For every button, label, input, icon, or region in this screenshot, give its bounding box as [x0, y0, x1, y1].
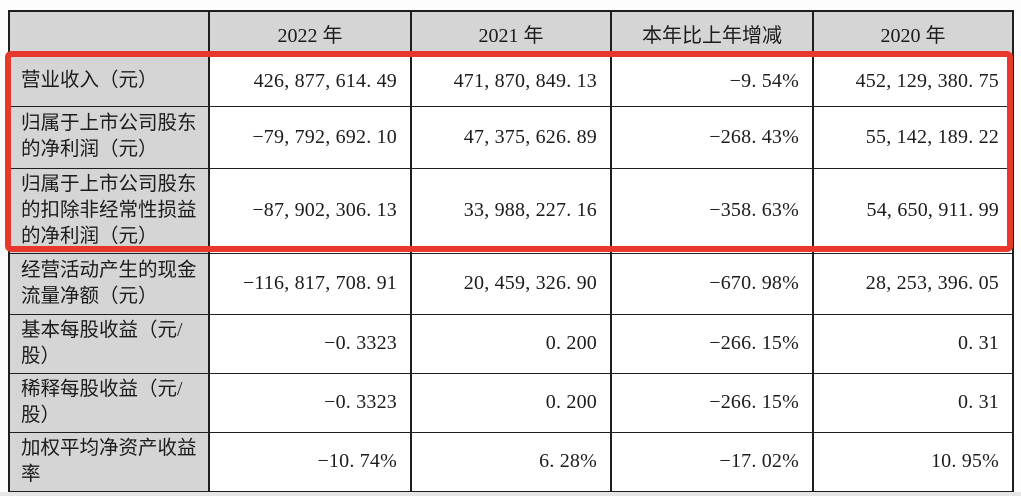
- column-header-yoy-change: 本年比上年增减: [610, 10, 814, 57]
- value-cell: 10. 95%: [812, 431, 1014, 492]
- value-cell: −670. 98%: [610, 252, 814, 315]
- value-cell: 20, 459, 326. 90: [410, 252, 612, 315]
- value-cell: −266. 15%: [610, 372, 814, 433]
- value-cell: −79, 792, 692. 10: [208, 105, 412, 169]
- table-row-operating-cash-flow: 经营活动产生的现金流量净额（元） −116, 817, 708. 91 20, …: [8, 252, 1014, 315]
- value-cell: 28, 253, 396. 05: [812, 252, 1014, 315]
- value-cell: 426, 877, 614. 49: [208, 55, 412, 107]
- column-header-blank: [8, 10, 210, 57]
- financial-summary-table: 2022 年 2021 年 本年比上年增减 2020 年 营业收入（元） 426…: [8, 10, 1014, 496]
- table-row-revenue: 营业收入（元） 426, 877, 614. 49 471, 870, 849.…: [8, 55, 1014, 107]
- value-cell: −17. 02%: [610, 431, 814, 492]
- table-row-basic-eps: 基本每股收益（元/股） −0. 3323 0. 200 −266. 15% 0.…: [8, 313, 1014, 374]
- row-label-cell: 稀释每股收益（元/股）: [8, 372, 210, 433]
- column-header-2020: 2020 年: [812, 10, 1014, 57]
- value-cell: −87, 902, 306. 13: [208, 167, 412, 254]
- row-label-cell: 归属于上市公司股东的扣除非经常性损益的净利润（元）: [8, 167, 210, 254]
- table-row-diluted-eps: 稀释每股收益（元/股） −0. 3323 0. 200 −266. 15% 0.…: [8, 372, 1014, 433]
- value-cell: 471, 870, 849. 13: [410, 55, 612, 107]
- value-cell: 0. 200: [410, 372, 612, 433]
- value-cell: 55, 142, 189. 22: [812, 105, 1014, 169]
- row-label-cell: 加权平均净资产收益率: [8, 431, 210, 492]
- value-cell: 33, 988, 227. 16: [410, 167, 612, 254]
- header-row: 2022 年 2021 年 本年比上年增减 2020 年: [8, 10, 1014, 57]
- value-cell: 47, 375, 626. 89: [410, 105, 612, 169]
- value-cell: −10. 74%: [208, 431, 412, 492]
- value-cell: −266. 15%: [610, 313, 814, 374]
- value-cell: −268. 43%: [610, 105, 814, 169]
- value-cell: 6. 28%: [410, 431, 612, 492]
- value-cell: −0. 3323: [208, 372, 412, 433]
- page-bottom-edge: [0, 492, 1021, 496]
- table-row-net-profit-excl-nonrecurring: 归属于上市公司股东的扣除非经常性损益的净利润（元） −87, 902, 306.…: [8, 167, 1014, 254]
- value-cell: 0. 200: [410, 313, 612, 374]
- value-cell: 0. 31: [812, 313, 1014, 374]
- value-cell: −0. 3323: [208, 313, 412, 374]
- value-cell: −116, 817, 708. 91: [208, 252, 412, 315]
- row-label-cell: 归属于上市公司股东的净利润（元）: [8, 105, 210, 169]
- column-header-2022: 2022 年: [208, 10, 412, 57]
- value-cell: 0. 31: [812, 372, 1014, 433]
- value-cell: 54, 650, 911. 99: [812, 167, 1014, 254]
- row-label-cell: 经营活动产生的现金流量净额（元）: [8, 252, 210, 315]
- value-cell: 452, 129, 380. 75: [812, 55, 1014, 107]
- value-cell: −358. 63%: [610, 167, 814, 254]
- table-row-net-profit: 归属于上市公司股东的净利润（元） −79, 792, 692. 10 47, 3…: [8, 105, 1014, 169]
- row-label-cell: 营业收入（元）: [8, 55, 210, 107]
- column-header-2021: 2021 年: [410, 10, 612, 57]
- row-label-cell: 基本每股收益（元/股）: [8, 313, 210, 374]
- table-row-weighted-avg-roe: 加权平均净资产收益率 −10. 74% 6. 28% −17. 02% 10. …: [8, 431, 1014, 492]
- value-cell: −9. 54%: [610, 55, 814, 107]
